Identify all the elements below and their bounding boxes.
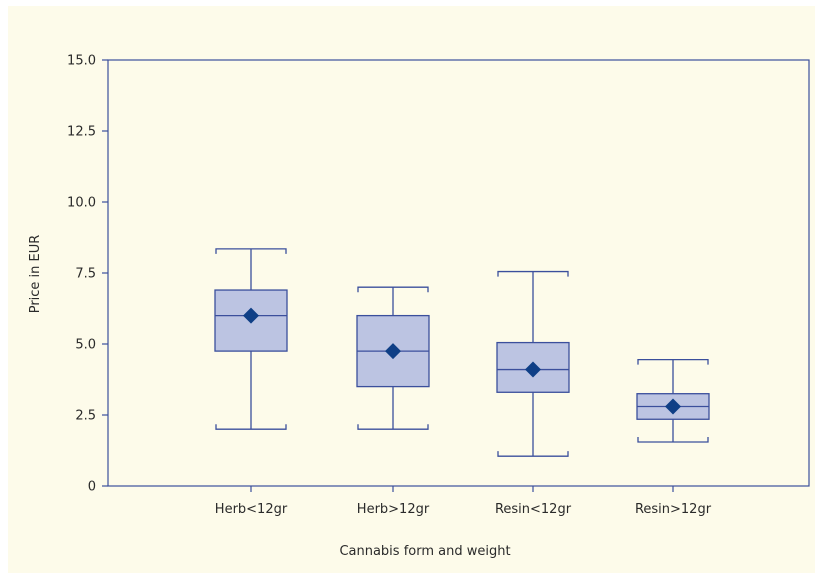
box-2	[496, 270, 570, 457]
cap-low-1	[357, 424, 429, 430]
box-1	[356, 286, 430, 430]
box-0	[214, 248, 288, 430]
chart-panel	[8, 6, 815, 573]
cap-high-1	[357, 286, 429, 293]
y-axis: 0 2.5 5.0 7.5 10.0 12.5 15.0	[67, 54, 108, 495]
y-tick-label-4: 10.0	[67, 196, 96, 211]
x-tick-label-1: Herb>12gr	[357, 502, 430, 517]
x-axis-title: Cannabis form and weight	[339, 544, 510, 559]
x-tick-label-0: Herb<12gr	[215, 502, 288, 517]
x-tick-label-3: Resin>12gr	[635, 502, 712, 517]
cap-high-2	[497, 270, 569, 277]
mean-marker-2	[525, 361, 541, 378]
boxes	[214, 248, 710, 457]
cap-high-0	[215, 248, 287, 254]
plot-border	[107, 59, 810, 487]
mean-marker-0	[243, 307, 259, 324]
y-tick-label-3: 7.5	[75, 267, 96, 282]
cap-high-3	[637, 358, 709, 365]
cap-low-0	[215, 424, 287, 430]
y-tick-label-0: 0	[88, 480, 96, 495]
y-tick-label-1: 2.5	[75, 409, 96, 424]
plot-frame	[107, 59, 810, 487]
y-axis-title: Price in EUR	[28, 235, 43, 314]
cap-low-2	[497, 451, 569, 457]
box-3	[636, 358, 710, 443]
y-tick-label-6: 15.0	[67, 54, 96, 69]
x-tick-label-2: Resin<12gr	[495, 502, 572, 517]
mean-marker-1	[385, 343, 401, 360]
y-tick-label-2: 5.0	[75, 338, 96, 353]
x-axis: Herb<12gr Herb>12gr Resin<12gr Resin>12gr	[215, 486, 712, 517]
mean-marker-3	[665, 398, 681, 415]
cap-low-3	[637, 436, 709, 443]
y-tick-label-5: 12.5	[67, 125, 96, 140]
